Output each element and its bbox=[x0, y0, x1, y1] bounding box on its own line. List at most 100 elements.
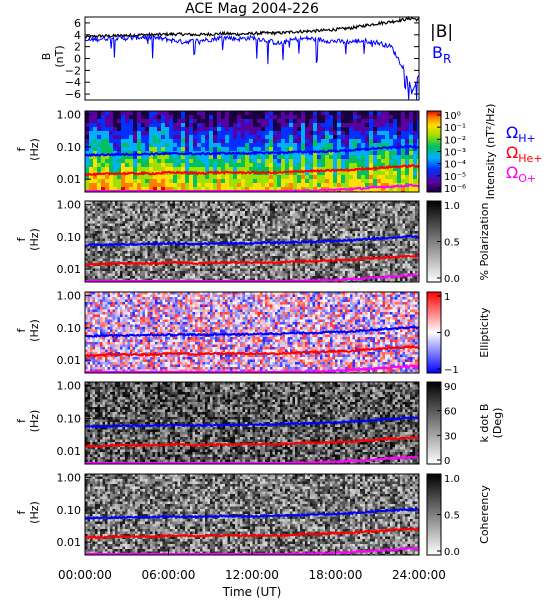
legend-omega-he: ΩHe+ bbox=[506, 143, 543, 165]
colorbar bbox=[426, 381, 442, 465]
time-tick-label: 00:00:00 bbox=[58, 568, 112, 582]
colorbar-label: Coherency bbox=[478, 485, 491, 544]
heatmap-frame bbox=[84, 381, 420, 465]
colorbar-tick-label: 1 bbox=[444, 292, 450, 303]
legend-omega-he-sub: He+ bbox=[518, 152, 542, 165]
colorbar-tick-label: 0.5 bbox=[444, 238, 460, 249]
colorbar-tick-label: 10⁻⁵ bbox=[444, 172, 466, 183]
legend-b-r: BR bbox=[432, 43, 451, 66]
freq-tick-label: 0.01 bbox=[57, 354, 82, 367]
omega-h-line bbox=[84, 234, 420, 247]
colorbar-label: % Polarization bbox=[478, 203, 491, 281]
freq-ylabel: f bbox=[15, 236, 28, 241]
coherency-panel: 1.00 0.10 0.01 f (Hz) 1.0 0.5 0.0 Coherency bbox=[15, 472, 491, 559]
heatmap-clip bbox=[85, 282, 423, 286]
time-tick-label: 18:00:00 bbox=[309, 568, 363, 582]
colorbar-tick-label: 30 bbox=[444, 431, 457, 442]
time-tick-label: 06:00:00 bbox=[142, 568, 196, 582]
heatmap-cells bbox=[85, 382, 421, 465]
legend-omega-he-symbol: Ω bbox=[506, 143, 518, 162]
time-tick-label: 24:00:00 bbox=[392, 568, 446, 582]
freq-ylabel-unit: (Hz) bbox=[28, 138, 41, 161]
freq-tick-label: 1.00 bbox=[57, 109, 82, 122]
figure-title: ACE Mag 2004-226 bbox=[185, 1, 319, 17]
freq-tick-label: 0.10 bbox=[57, 231, 82, 244]
omega-o-line bbox=[85, 455, 419, 465]
heatmap-clip bbox=[419, 111, 423, 194]
heatmap-frame bbox=[84, 110, 420, 193]
b-tick-label: −4 bbox=[65, 76, 81, 89]
colorbar-tick-label: 60 bbox=[444, 407, 457, 418]
b-ylabel: B bbox=[40, 53, 53, 61]
freq-ylabel: f bbox=[15, 146, 28, 151]
freq-tick-label: 0.01 bbox=[57, 263, 82, 276]
freq-tick-label: 1.00 bbox=[57, 380, 82, 393]
colorbar-tick-label: 10⁻² bbox=[444, 135, 466, 146]
colorbar-tick-label: 0 bbox=[444, 329, 450, 340]
colorbar-tick-label: 10⁰ bbox=[444, 111, 461, 122]
colorbar-tick-label: 90 bbox=[444, 382, 457, 393]
b-tick-label: 0 bbox=[74, 53, 81, 66]
omega-h-line bbox=[84, 325, 420, 339]
freq-tick-label: 0.10 bbox=[57, 504, 82, 517]
heatmap-clip bbox=[85, 464, 423, 468]
freq-tick-label: 0.10 bbox=[57, 412, 82, 425]
freq-ylabel: f bbox=[15, 509, 28, 514]
freq-ylabel-unit: (Hz) bbox=[28, 410, 41, 433]
time-axis-label: Time (UT) bbox=[222, 585, 282, 599]
omega-o-line bbox=[85, 273, 420, 283]
colorbar-tick-label: 10⁻⁶ bbox=[444, 184, 466, 195]
omega-he-line bbox=[84, 527, 420, 540]
freq-ylabel-unit: (Hz) bbox=[28, 228, 41, 251]
omega-he-line bbox=[84, 254, 420, 267]
b-tick-label: −6 bbox=[65, 88, 81, 101]
legend-b-total: |B| bbox=[430, 22, 453, 42]
legend-b-r-base: B bbox=[432, 43, 443, 62]
freq-tick-label: 0.01 bbox=[57, 173, 82, 186]
colorbar-tick-label: 10⁻⁴ bbox=[444, 160, 466, 171]
freq-ylabel: f bbox=[15, 327, 28, 332]
legend-omega-o-symbol: Ω bbox=[506, 163, 518, 182]
omega-h-line bbox=[84, 416, 420, 429]
legend-omega-o-sub: O+ bbox=[518, 172, 536, 185]
omega-h-line bbox=[84, 144, 420, 158]
heatmap-clip bbox=[419, 382, 423, 466]
wave-normal-angle-panel: 1.00 0.10 0.01 f (Hz) 90 60 30 0 k dot B (Deg) bbox=[15, 380, 504, 468]
colorbar-tick-label: 1.0 bbox=[444, 474, 460, 485]
colorbar-tick-label: 10⁻³ bbox=[444, 148, 466, 159]
degree-of-polarization-panel: 1.00 0.10 0.01 f (Hz) 1.0 0.5 0.0 % Polarization bbox=[15, 199, 491, 286]
legend-omega-h-symbol: Ω bbox=[506, 123, 518, 142]
omega-o-line bbox=[85, 183, 420, 193]
omega-he-line bbox=[84, 163, 420, 177]
b-ylabel-unit: (nT) bbox=[53, 45, 66, 67]
heatmap-frame bbox=[84, 200, 420, 283]
b-r-line bbox=[84, 34, 420, 101]
legend-omega-o: ΩO+ bbox=[506, 163, 536, 185]
heatmap-clip bbox=[419, 292, 423, 375]
heatmap-clip bbox=[419, 201, 423, 284]
time-tick-labels: 00:00:00 06:00:00 12:00:00 18:00:00 24:00:00 bbox=[58, 549, 446, 582]
colorbar-tick-label: 0.0 bbox=[444, 547, 460, 558]
legend-omega-h: ΩH+ bbox=[506, 123, 536, 145]
omega-h-line bbox=[84, 507, 420, 520]
colorbar-tick-label: −1 bbox=[444, 365, 459, 376]
freq-tick-label: 0.10 bbox=[57, 322, 82, 335]
colorbar-label: k dot B bbox=[478, 404, 491, 443]
heatmap-cells bbox=[85, 201, 421, 284]
legend-b-r-sub: R bbox=[443, 52, 451, 66]
freq-tick-label: 1.00 bbox=[57, 199, 82, 212]
heatmap-clip bbox=[85, 373, 423, 377]
b-tick-label: 6 bbox=[74, 17, 81, 30]
colorbar-label-unit: (Deg) bbox=[491, 408, 504, 439]
heatmap-clip bbox=[85, 192, 423, 196]
heatmap-frame bbox=[84, 291, 420, 374]
colorbar-tick-label: 0.0 bbox=[444, 274, 460, 285]
freq-ylabel-unit: (Hz) bbox=[28, 501, 41, 524]
colorbar-tick-label: 0.5 bbox=[444, 511, 460, 522]
colorbar-tick-label: 0 bbox=[444, 456, 450, 467]
heatmap-clip bbox=[419, 474, 423, 557]
colorbar-tick-label: 1.0 bbox=[444, 201, 460, 212]
